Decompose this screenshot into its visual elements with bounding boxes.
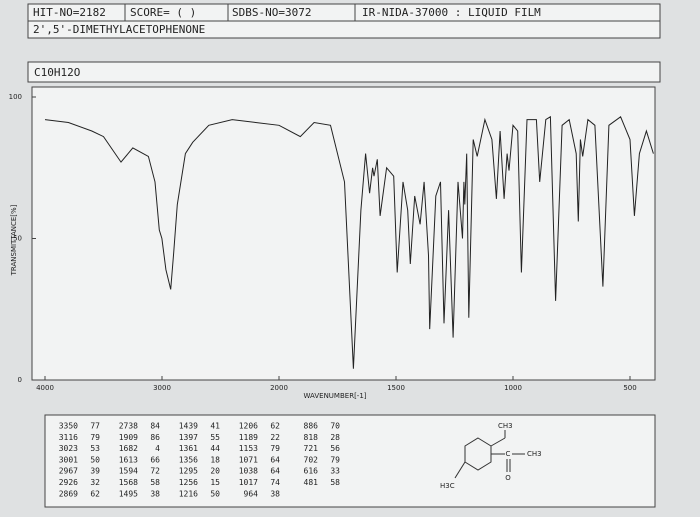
peak-wavenumber: 3116: [59, 433, 78, 442]
peak-transmittance: 66: [150, 455, 160, 464]
peak-transmittance: 15: [210, 478, 220, 487]
peak-table-box: [44, 414, 656, 508]
peak-transmittance: 74: [270, 478, 280, 487]
structure-label: CH3: [527, 450, 542, 458]
peak-wavenumber: 3023: [59, 444, 78, 453]
peak-wavenumber: 1397: [179, 433, 198, 442]
score: SCORE= ( ): [130, 6, 196, 19]
peak-wavenumber: 1153: [239, 444, 258, 453]
peak-transmittance: 64: [270, 467, 280, 476]
peak-wavenumber: 1038: [239, 467, 258, 476]
hit-no: HIT-NO=2182: [33, 6, 106, 19]
x-tick-label: 3000: [153, 384, 171, 392]
formula: C10H12O: [34, 66, 80, 79]
peak-transmittance: 64: [270, 455, 280, 464]
peak-wavenumber: 3350: [59, 422, 78, 431]
spectrum-line: [44, 115, 654, 369]
peak-wavenumber: 1295: [179, 467, 198, 476]
peak-transmittance: 79: [90, 433, 100, 442]
peak-wavenumber: 1189: [239, 433, 258, 442]
sdbs-no: SDBS-NO=3072: [232, 6, 311, 19]
peak-transmittance: 58: [150, 478, 160, 487]
x-tick-label: 1000: [504, 384, 522, 392]
peak-wavenumber: 964: [244, 489, 259, 498]
peak-wavenumber: 721: [304, 444, 319, 453]
peak-wavenumber: 481: [304, 478, 319, 487]
peak-wavenumber: 1495: [119, 489, 138, 498]
peak-wavenumber: 1216: [179, 489, 198, 498]
peak-wavenumber: 1909: [119, 433, 138, 442]
peak-transmittance: 20: [210, 467, 220, 476]
x-tick-label: 4000: [36, 384, 54, 392]
peak-transmittance: 79: [330, 455, 340, 464]
bond: [454, 461, 466, 479]
x-axis-label: WAVENUMBER[-1]: [303, 392, 366, 400]
peak-transmittance: 41: [210, 422, 220, 431]
peak-transmittance: 50: [210, 489, 220, 498]
peak-transmittance: 72: [150, 467, 160, 476]
peak-wavenumber: 1017: [239, 478, 258, 487]
peak-transmittance: 79: [270, 444, 280, 453]
peak-wavenumber: 1361: [179, 444, 198, 453]
peak-wavenumber: 1071: [239, 455, 258, 464]
peak-transmittance: 33: [330, 467, 340, 476]
peak-transmittance: 32: [90, 478, 100, 487]
x-tick-label: 2000: [270, 384, 288, 392]
peak-transmittance: 44: [210, 444, 220, 453]
peak-transmittance: 77: [90, 422, 100, 431]
peak-wavenumber: 1206: [239, 422, 258, 431]
peak-transmittance: 86: [150, 433, 160, 442]
compound-name: 2',5'-DIMETHYLACETOPHENONE: [33, 23, 205, 36]
peak-transmittance: 18: [210, 455, 220, 464]
y-tick-label: 50: [13, 235, 22, 243]
peak-transmittance: 22: [270, 433, 280, 442]
peak-wavenumber: 3001: [59, 455, 78, 464]
peak-wavenumber: 2926: [59, 478, 78, 487]
structure-label: CH3: [498, 422, 513, 430]
peak-wavenumber: 616: [304, 467, 319, 476]
peak-transmittance: 55: [210, 433, 220, 442]
formula-box: [27, 61, 661, 83]
y-axis-label: TRANSMITTANCE[%]: [10, 204, 18, 276]
bond: [490, 437, 506, 447]
method: IR-NIDA-37000 : LIQUID FILM: [362, 6, 541, 19]
peak-wavenumber: 2967: [59, 467, 78, 476]
x-tick-label: 1500: [387, 384, 405, 392]
peak-wavenumber: 1568: [119, 478, 138, 487]
peak-transmittance: 58: [330, 478, 340, 487]
peak-wavenumber: 1439: [179, 422, 198, 431]
peak-transmittance: 53: [90, 444, 100, 453]
peak-transmittance: 28: [330, 433, 340, 442]
structure-label: C: [506, 450, 511, 458]
peak-wavenumber: 1256: [179, 478, 198, 487]
peak-wavenumber: 2738: [119, 422, 138, 431]
peak-wavenumber: 886: [304, 422, 319, 431]
peak-transmittance: 39: [90, 467, 100, 476]
peak-transmittance: 62: [90, 489, 100, 498]
y-tick-label: 100: [9, 93, 22, 101]
peak-wavenumber: 2869: [59, 489, 78, 498]
peak-transmittance: 56: [330, 444, 340, 453]
peak-wavenumber: 1682: [119, 444, 138, 453]
peak-transmittance: 38: [270, 489, 280, 498]
peak-transmittance: 62: [270, 422, 280, 431]
peak-transmittance: 38: [150, 489, 160, 498]
peak-transmittance: 84: [150, 422, 160, 431]
y-tick-label: 0: [18, 376, 22, 384]
structure: [454, 430, 525, 479]
peak-wavenumber: 818: [304, 433, 319, 442]
structure-label: H3C: [440, 482, 455, 490]
structure-label: O: [505, 474, 511, 482]
peak-transmittance: 50: [90, 455, 100, 464]
x-tick-label: 500: [623, 384, 636, 392]
peak-wavenumber: 1356: [179, 455, 198, 464]
peak-wavenumber: 1613: [119, 455, 138, 464]
peak-transmittance: 4: [155, 444, 160, 453]
peak-transmittance: 70: [330, 422, 340, 431]
peak-wavenumber: 702: [304, 455, 319, 464]
peak-wavenumber: 1594: [119, 467, 138, 476]
